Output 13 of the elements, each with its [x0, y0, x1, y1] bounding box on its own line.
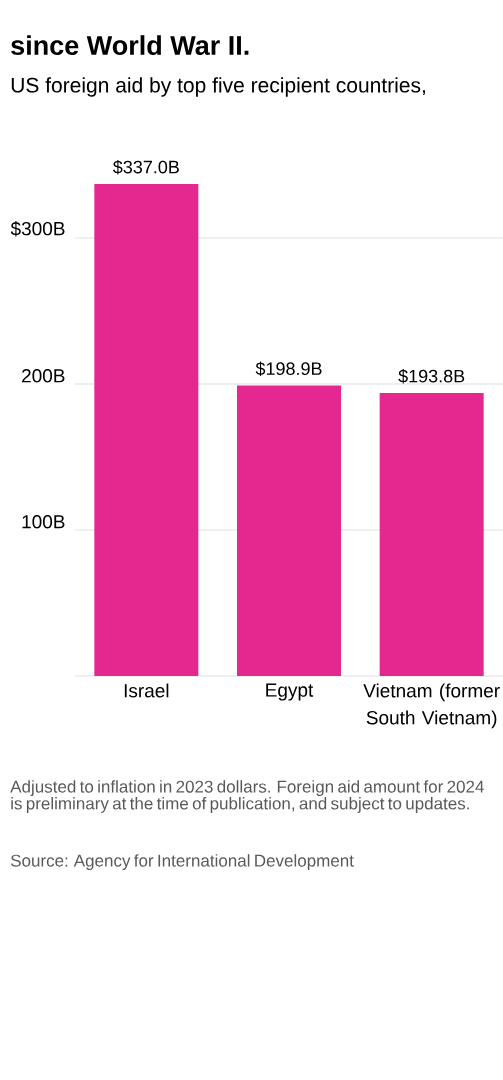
x-tick-label: Egypt — [266, 683, 314, 701]
chart-title: since World War II. — [11, 35, 249, 56]
source-note: Source: Agency for International Development — [10, 854, 354, 871]
x-tick-label: Israel — [124, 683, 169, 698]
y-tick-label: 100B — [22, 515, 65, 529]
data-label: $337.0B — [112, 159, 179, 175]
data-label: $193.8B — [398, 368, 465, 384]
y-tick-label: 200B — [22, 369, 65, 383]
data-label: $198.9B — [255, 361, 322, 377]
x-tick-label: Vietnam (former South Vietnam) — [363, 683, 500, 729]
chart-subtitle: US foreign aid by top five recipient countries, — [11, 77, 425, 97]
y-tick-label: $300B — [10, 221, 65, 237]
text: Adjusted to inflation in 2023 dollars. Foreign aid amount for 2024 is preliminary at the time of publication, and subject to updates. — [10, 780, 484, 813]
